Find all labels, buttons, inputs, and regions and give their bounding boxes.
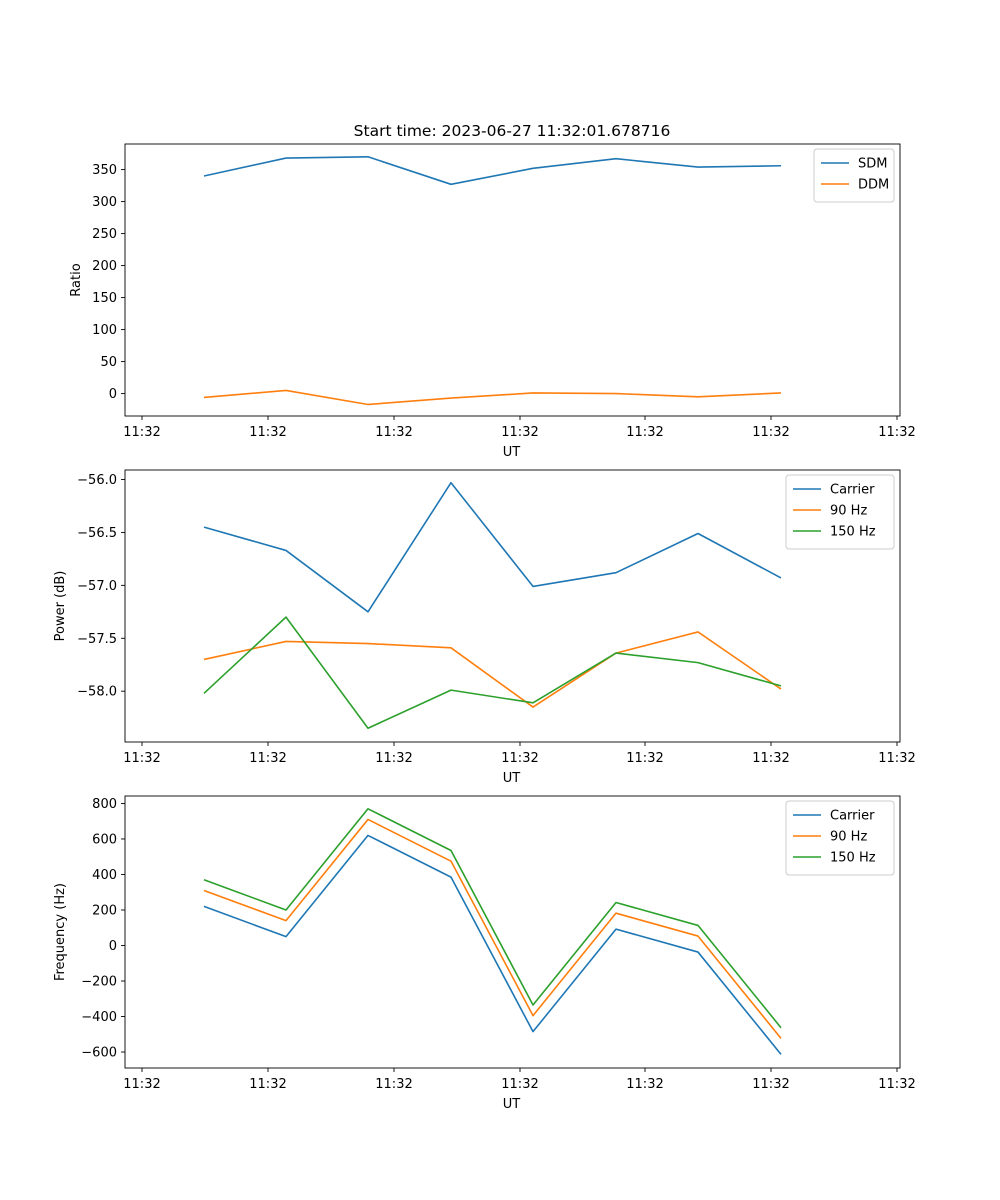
y-tick-label: 600 [92, 832, 117, 847]
x-tick-label: 11:32 [878, 1077, 915, 1092]
axes-frame [124, 795, 901, 1069]
axes-frame [124, 469, 901, 743]
x-axis-label: UT [503, 1097, 521, 1112]
axes-frame [124, 143, 901, 417]
x-tick-label: 11:32 [249, 425, 286, 440]
x-tick-label: 11:32 [123, 1077, 160, 1092]
y-tick-label: 300 [92, 195, 117, 210]
x-tick-label: 11:32 [501, 425, 538, 440]
series-line-carrier [203, 481, 782, 613]
x-tick-label: 11:32 [752, 751, 789, 766]
x-tick-label: 11:32 [501, 751, 538, 766]
y-tick-label: 400 [92, 868, 117, 883]
x-tick-label: 11:32 [249, 1077, 286, 1092]
legend-entry: DDM [858, 178, 889, 193]
chart-panel-1: 11:32 11:32 11:32 11:32 11:32 11:32 11:32 UT 0 50… [69, 143, 916, 460]
y-axis-label: Frequency (Hz) [53, 883, 68, 981]
series-line-sdm [203, 156, 782, 186]
legend: SDM DDM [813, 148, 895, 203]
y-tick-label: −56.0 [77, 473, 117, 488]
y-tick-label: −200 [81, 975, 117, 990]
x-tick-label: 11:32 [626, 751, 663, 766]
x-tick-label: 11:32 [501, 1077, 538, 1092]
y-tick-label: 350 [92, 163, 117, 178]
y-tick-label: −58.0 [77, 685, 117, 700]
y-tick-label: −57.5 [77, 632, 117, 647]
legend-entry: 90 Hz [830, 830, 867, 845]
series-line-90-hz [203, 818, 782, 1039]
x-tick-label: 11:32 [878, 751, 915, 766]
x-tick-label: 11:32 [626, 425, 663, 440]
y-tick-label: −400 [81, 1010, 117, 1025]
legend: Carrier 90 Hz 150 Hz [785, 474, 895, 550]
x-tick-label: 11:32 [123, 751, 160, 766]
x-tick-label: 11:32 [752, 1077, 789, 1092]
y-tick-label: 250 [92, 227, 117, 242]
series-line-carrier [203, 834, 782, 1055]
legend-entry: Carrier [830, 483, 875, 498]
y-tick-label: 150 [92, 291, 117, 306]
series-line-90-hz [203, 631, 782, 708]
y-tick-label: 800 [92, 797, 117, 812]
x-axis-label: UT [503, 771, 521, 786]
y-tick-label: −600 [81, 1046, 117, 1061]
x-tick-label: 11:32 [878, 425, 915, 440]
figure-title: Start time: 2023-06-27 11:32:01.678716 [354, 122, 671, 140]
chart-panel-3: 11:32 11:32 11:32 11:32 11:32 11:32 11:32 UT −60… [53, 795, 916, 1112]
x-tick-label: 11:32 [375, 425, 412, 440]
y-axis-label: Power (dB) [53, 571, 68, 642]
panels: 11:32 11:32 11:32 11:32 11:32 11:32 11:32 UT 0 50… [53, 143, 916, 1112]
legend-entry: Carrier [830, 809, 875, 824]
x-tick-label: 11:32 [375, 751, 412, 766]
y-tick-label: 0 [109, 939, 117, 954]
series-line-ddm [203, 389, 782, 406]
x-tick-label: 11:32 [249, 751, 286, 766]
x-tick-label: 11:32 [375, 1077, 412, 1092]
legend-entry: SDM [858, 157, 887, 172]
x-tick-label: 11:32 [752, 425, 789, 440]
y-tick-label: 200 [92, 903, 117, 918]
legend-entry: 90 Hz [830, 504, 867, 519]
y-tick-label: 200 [92, 259, 117, 274]
x-tick-label: 11:32 [123, 425, 160, 440]
x-axis-label: UT [503, 445, 521, 460]
y-tick-label: −57.0 [77, 579, 117, 594]
legend: Carrier 90 Hz 150 Hz [785, 800, 895, 876]
y-tick-label: 100 [92, 323, 117, 338]
y-axis-label: Ratio [69, 263, 84, 296]
legend-entry: 150 Hz [830, 525, 876, 540]
y-tick-label: 0 [109, 387, 117, 402]
y-tick-label: 50 [100, 355, 117, 370]
legend-entry: 150 Hz [830, 851, 876, 866]
x-tick-label: 11:32 [626, 1077, 663, 1092]
series-line-150-hz [203, 807, 782, 1029]
series-line-150-hz [203, 616, 782, 730]
chart-panel-2: 11:32 11:32 11:32 11:32 11:32 11:32 11:32 UT −58… [53, 469, 916, 786]
y-tick-label: −56.5 [77, 526, 117, 541]
